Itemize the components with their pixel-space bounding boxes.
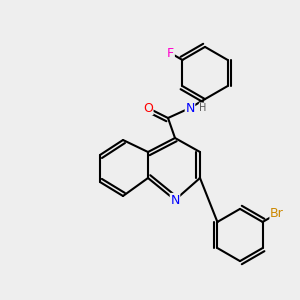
Text: N: N — [170, 194, 180, 206]
Text: N: N — [185, 101, 195, 115]
Text: F: F — [167, 47, 174, 60]
Text: O: O — [143, 101, 153, 115]
Text: H: H — [199, 103, 207, 113]
Text: Br: Br — [270, 207, 284, 220]
